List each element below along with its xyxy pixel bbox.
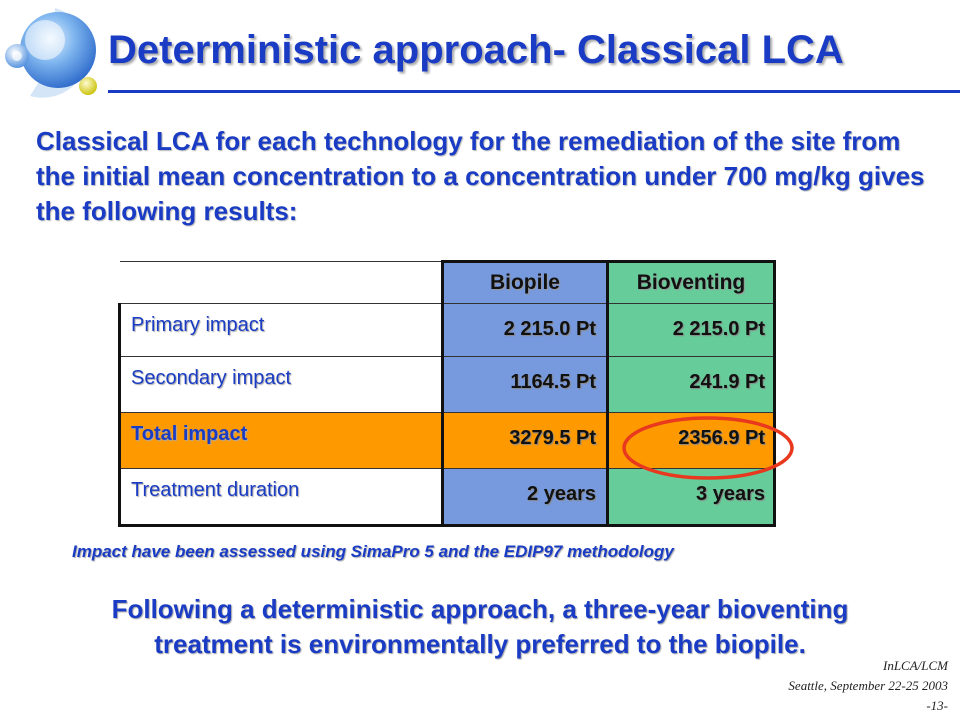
blue-sphere-logo-icon — [5, 8, 97, 98]
table-row-primary-impact: Primary impact 2 215.0 Pt 2 215.0 Pt — [118, 303, 776, 357]
methodology-note: Impact have been assessed using SimaPro … — [72, 542, 674, 561]
biopile-value: 2 215.0 Pt — [441, 303, 608, 357]
row-label: Total impact — [118, 412, 443, 469]
biopile-value: 3279.5 Pt — [441, 412, 608, 469]
title-underline — [108, 90, 960, 93]
slide-title: Deterministic approach- Classical LCA — [108, 28, 844, 72]
biopile-value: 1164.5 Pt — [441, 356, 608, 413]
table-row-total-impact: Total impact 3279.5 Pt 2356.9 Pt — [118, 412, 776, 469]
bioventing-value: 2 215.0 Pt — [606, 303, 776, 357]
row-label: Primary impact — [118, 303, 443, 357]
row-label: Treatment duration — [118, 468, 443, 527]
intro-text: Classical LCA for each technology for th… — [36, 126, 925, 226]
column-header-bioventing: Bioventing — [606, 260, 776, 304]
bioventing-value: 241.9 Pt — [606, 356, 776, 413]
table-header-blank — [119, 261, 443, 304]
footer-conference: InLCA/LCM — [882, 658, 948, 673]
bioventing-value: 2356.9 Pt — [606, 412, 776, 469]
biopile-value: 2 years — [441, 468, 608, 527]
footer-location-date: Seattle, September 22-25 2003 — [788, 678, 948, 693]
table-row-treatment-duration: Treatment duration 2 years 3 years — [118, 468, 776, 527]
page-number: -13- — [926, 698, 948, 713]
conclusion-text: Following a deterministic approach, a th… — [111, 594, 849, 659]
table-header-row: Biopile Bioventing — [119, 260, 776, 304]
column-header-biopile: Biopile — [441, 260, 608, 304]
row-label: Secondary impact — [118, 356, 443, 413]
slide-footer: InLCA/LCM Seattle, September 22-25 2003 … — [788, 656, 948, 716]
bioventing-value: 3 years — [606, 468, 776, 527]
lca-results-table: Biopile Bioventing Primary impact 2 215.… — [118, 260, 776, 527]
table-row-secondary-impact: Secondary impact 1164.5 Pt 241.9 Pt — [118, 356, 776, 413]
